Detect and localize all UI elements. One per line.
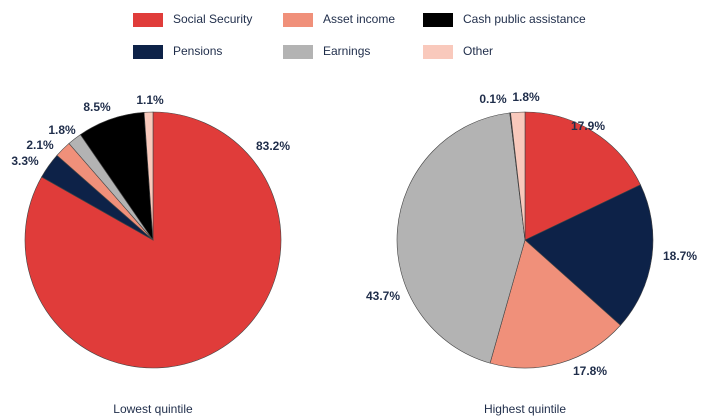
legend-label: Earnings [323,44,370,58]
value-label: 43.7% [366,289,400,303]
pie-slice [510,111,526,241]
value-label: 1.1% [136,93,164,107]
pie-slice [489,239,621,369]
legend-swatch [423,45,453,59]
legend-swatch [283,45,313,59]
value-label: 17.8% [573,364,607,378]
value-label: 18.7% [663,249,697,263]
legend-label: Cash public assistance [463,12,586,26]
pie-slice [396,112,526,364]
value-label: 3.3% [11,154,39,168]
pie-slice [524,111,641,241]
legend-label: Social Security [173,12,252,26]
legend-swatch [423,13,453,27]
value-label: 1.8% [512,90,540,104]
value-label: 83.2% [256,139,290,153]
legend-label: Asset income [323,12,395,26]
legend-label: Pensions [173,44,222,58]
pie-slice [24,111,282,369]
pie-slice [524,184,654,326]
pie-slice [143,111,154,241]
chart-title: Lowest quintile [113,402,193,416]
value-label: 0.1% [479,92,507,106]
value-label: 1.8% [48,123,76,137]
legend-swatch [133,13,163,27]
value-label: 17.9% [571,119,605,133]
value-label: 2.1% [26,138,54,152]
value-label: 8.5% [83,100,111,114]
legend-swatch [133,45,163,59]
chart-title: Highest quintile [484,402,566,416]
legend-swatch [283,13,313,27]
legend-label: Other [463,44,493,58]
